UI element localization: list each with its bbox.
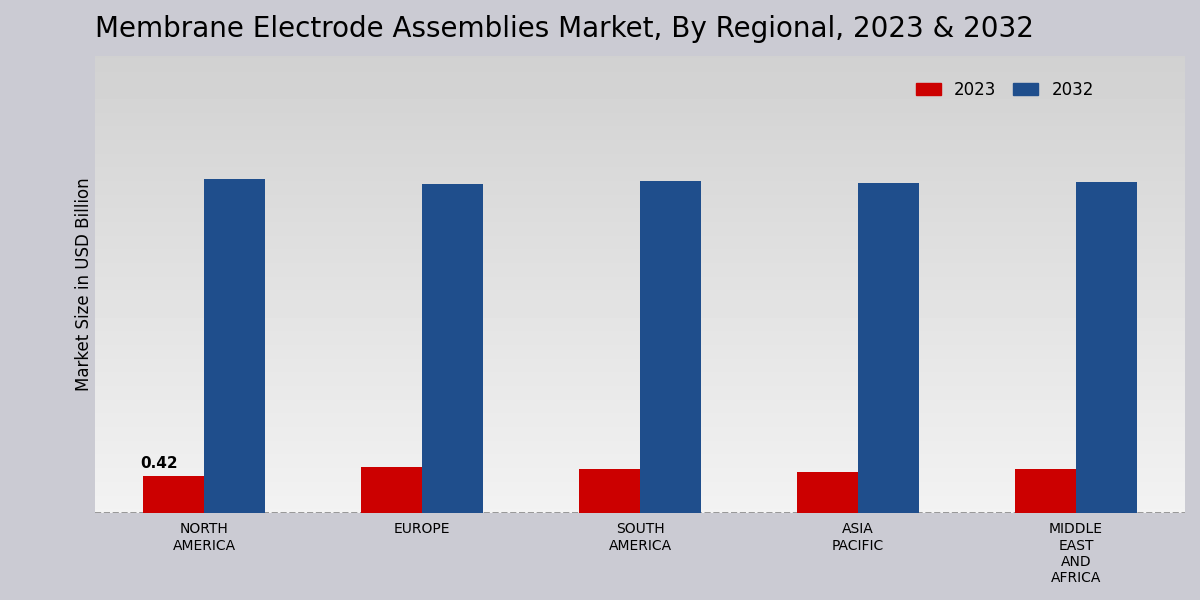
Legend: 2023, 2032: 2023, 2032: [908, 74, 1100, 105]
Y-axis label: Market Size in USD Billion: Market Size in USD Billion: [74, 178, 94, 391]
Bar: [204, 179, 265, 512]
Bar: [422, 184, 484, 512]
Text: Membrane Electrode Assemblies Market, By Regional, 2023 & 2032: Membrane Electrode Assemblies Market, By…: [95, 15, 1034, 43]
Bar: [361, 467, 422, 512]
Bar: [1076, 182, 1138, 512]
Bar: [640, 181, 701, 512]
Bar: [143, 476, 204, 512]
Text: 0.42: 0.42: [140, 455, 178, 470]
Bar: [858, 183, 919, 512]
Bar: [797, 472, 858, 512]
Bar: [1015, 469, 1076, 512]
Bar: [580, 469, 640, 512]
